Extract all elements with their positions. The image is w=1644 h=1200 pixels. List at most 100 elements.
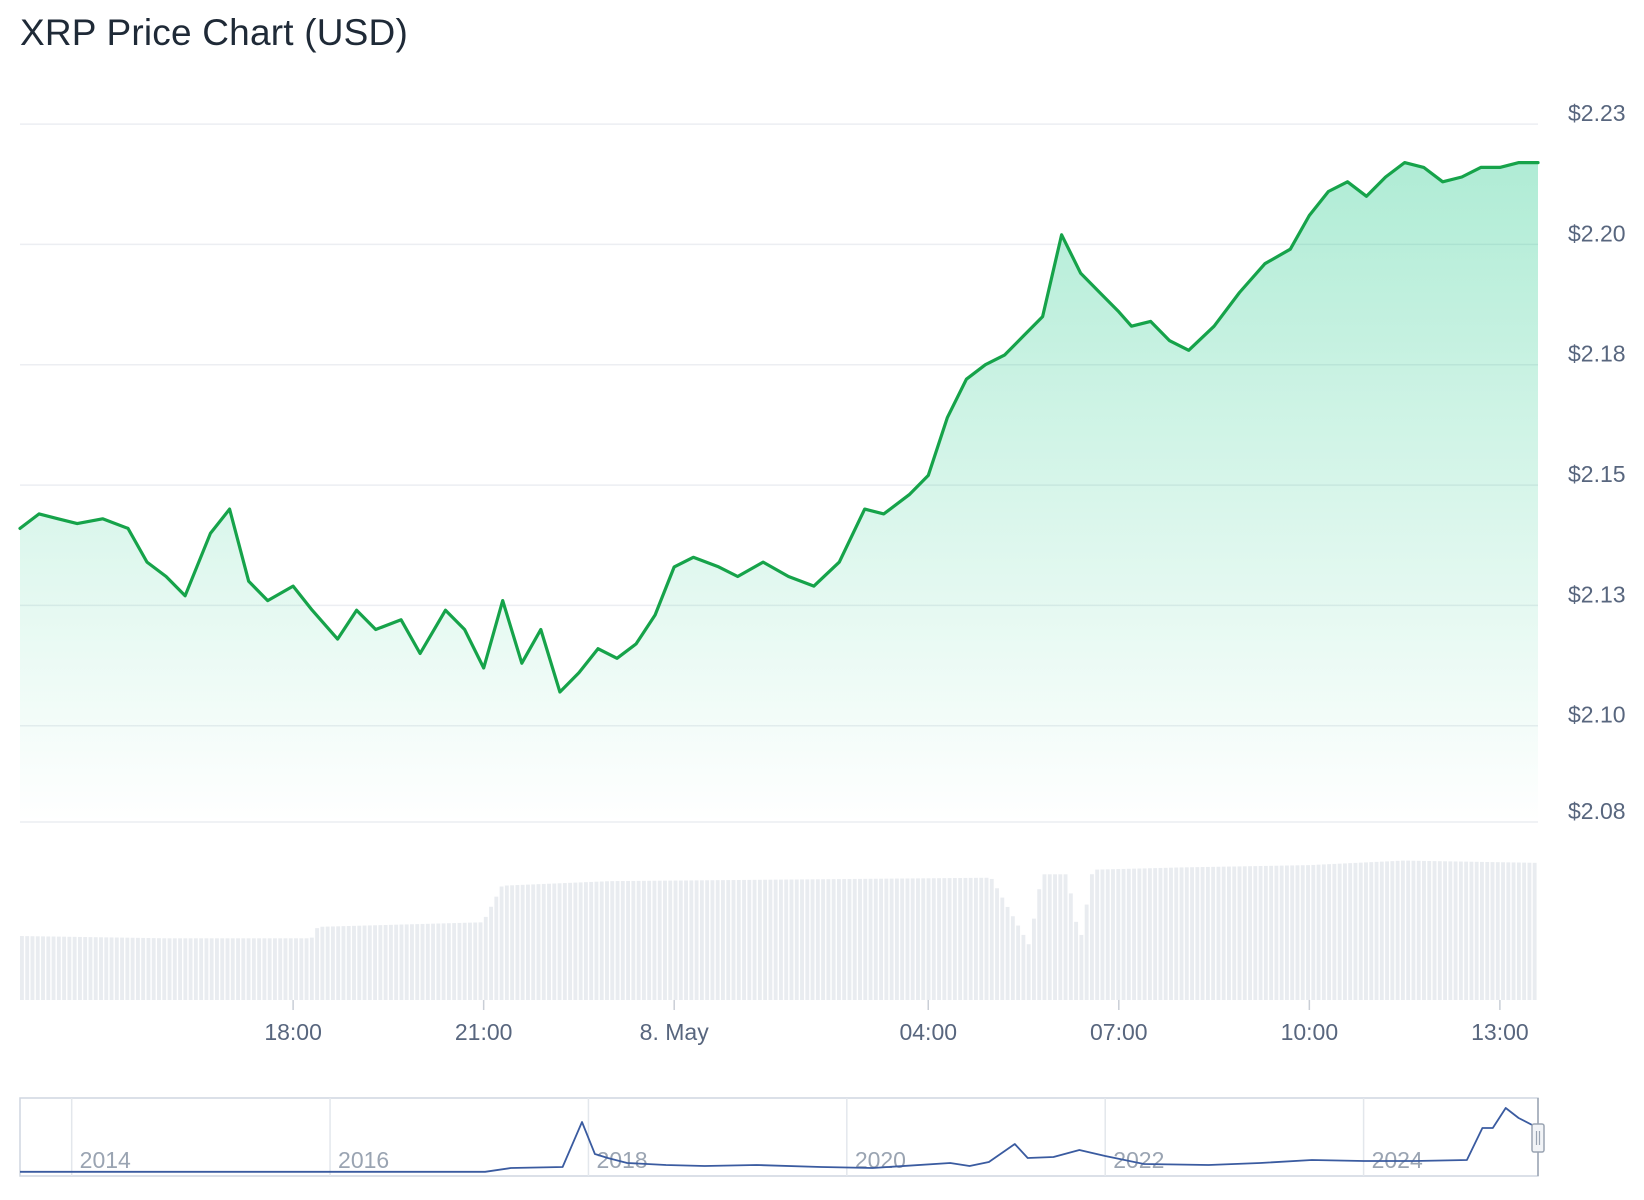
volume-bar [647,880,652,1000]
volume-bar [652,880,657,1000]
volume-bar [747,879,752,1000]
navigator-year-label: 2014 [80,1147,131,1173]
volume-bar [1416,860,1421,1000]
volume-bar [225,938,230,1000]
volume-bar [931,878,936,1000]
volume-bar [162,938,167,1000]
volume-bar [489,906,493,1000]
volume-bar [1195,867,1200,1000]
volume-bar [494,896,499,1000]
volume-bar [1353,862,1358,1000]
volume-bar [1147,868,1152,1000]
volume-bar [1395,860,1400,1000]
volume-bar [557,883,562,1000]
volume-bar [1248,866,1252,1000]
volume-bar [1063,874,1068,1000]
volume-bar [30,936,35,1000]
volume-bar [1221,866,1226,1000]
volume-bar [336,926,341,1000]
volume-bar [1316,864,1321,1000]
volume-bar [236,938,240,1000]
volume-bar [1032,918,1036,1000]
volume-bar [178,938,182,1000]
volume-bar [1364,862,1368,1000]
volume-bar [151,938,156,1000]
volume-bar [1190,867,1194,1000]
y-tick-label: $2.20 [1568,220,1626,246]
volume-bar [926,878,931,1000]
navigator-year-label: 2024 [1372,1147,1423,1173]
volume-bar [1105,869,1110,1000]
volume-bar [415,924,420,1000]
volume-bar [779,879,783,1000]
volume-bar [979,877,984,1000]
volume-bar [552,883,557,1000]
volume-bar [636,880,641,1000]
y-tick-label: $2.23 [1568,100,1626,126]
volume-bar [568,882,573,1000]
volume-bar [473,922,478,1000]
navigator-year-label: 2020 [855,1147,906,1173]
volume-bar [367,925,372,1000]
volume-bar [1390,861,1395,1000]
volume-bar [731,880,736,1000]
y-tick-label: $2.18 [1568,341,1626,367]
x-tick-label: 10:00 [1281,1019,1339,1045]
x-tick-label: 18:00 [264,1019,322,1045]
volume-bar [641,880,646,1000]
volume-bar [109,937,114,1000]
volume-bar [46,936,51,1000]
volume-bar [209,938,214,1000]
volume-bar [504,885,509,1000]
volume-bar [452,923,457,1000]
volume-bar [1495,862,1500,1000]
volume-bar [204,938,209,1000]
volume-bar [531,884,536,1000]
navigator[interactable]: 2014 2016 2018 2020 2022 2024 [19,1097,1545,1177]
volume-bar [1432,861,1437,1000]
volume-bar [868,878,873,1000]
volume-bar [388,924,393,1000]
volume-bar [1358,862,1363,1000]
navigator-handle[interactable] [1531,1123,1545,1153]
volume-bar [947,878,952,1000]
volume-bar [1285,865,1289,1000]
volume-bar [478,922,483,1000]
volume-bar [1400,860,1405,1000]
volume-bar [1258,866,1263,1000]
volume-bar [510,885,515,1000]
volume-bar [157,938,161,1000]
x-tick-label: 04:00 [899,1019,957,1045]
volume-bar [842,879,847,1000]
volume-bar [626,880,631,1000]
volume-bar [1506,862,1511,1000]
volume-bar [193,938,198,1000]
volume-bar [1089,874,1094,1000]
volume-bar [673,880,678,1000]
volume-bar [831,879,836,1000]
volume-bar [1464,861,1469,1000]
volume-bar [1379,861,1384,1000]
volume-bar [72,936,77,1000]
volume-bar [188,938,193,1000]
volume-bar [436,923,441,1000]
volume-bar [773,879,778,1000]
volume-bar [963,877,968,1000]
volume-bar [468,922,472,1000]
volume-bar [805,879,810,1000]
volume-bar [589,881,594,1000]
volume-bar [1516,862,1521,1000]
volume-bar [257,938,262,1000]
volume-bar [83,937,88,1000]
volume-bar [815,879,820,1000]
price-area [18,161,1540,823]
volume-bar [573,882,578,1000]
volume-bar [794,879,799,1000]
volume-bar [1474,861,1479,1000]
volume-bar [810,879,815,1000]
x-tick-label: 8. May [640,1019,710,1045]
navigator-year-label: 2016 [338,1147,389,1173]
volume-bar [1074,921,1079,1000]
price-line[interactable] [18,161,1540,694]
